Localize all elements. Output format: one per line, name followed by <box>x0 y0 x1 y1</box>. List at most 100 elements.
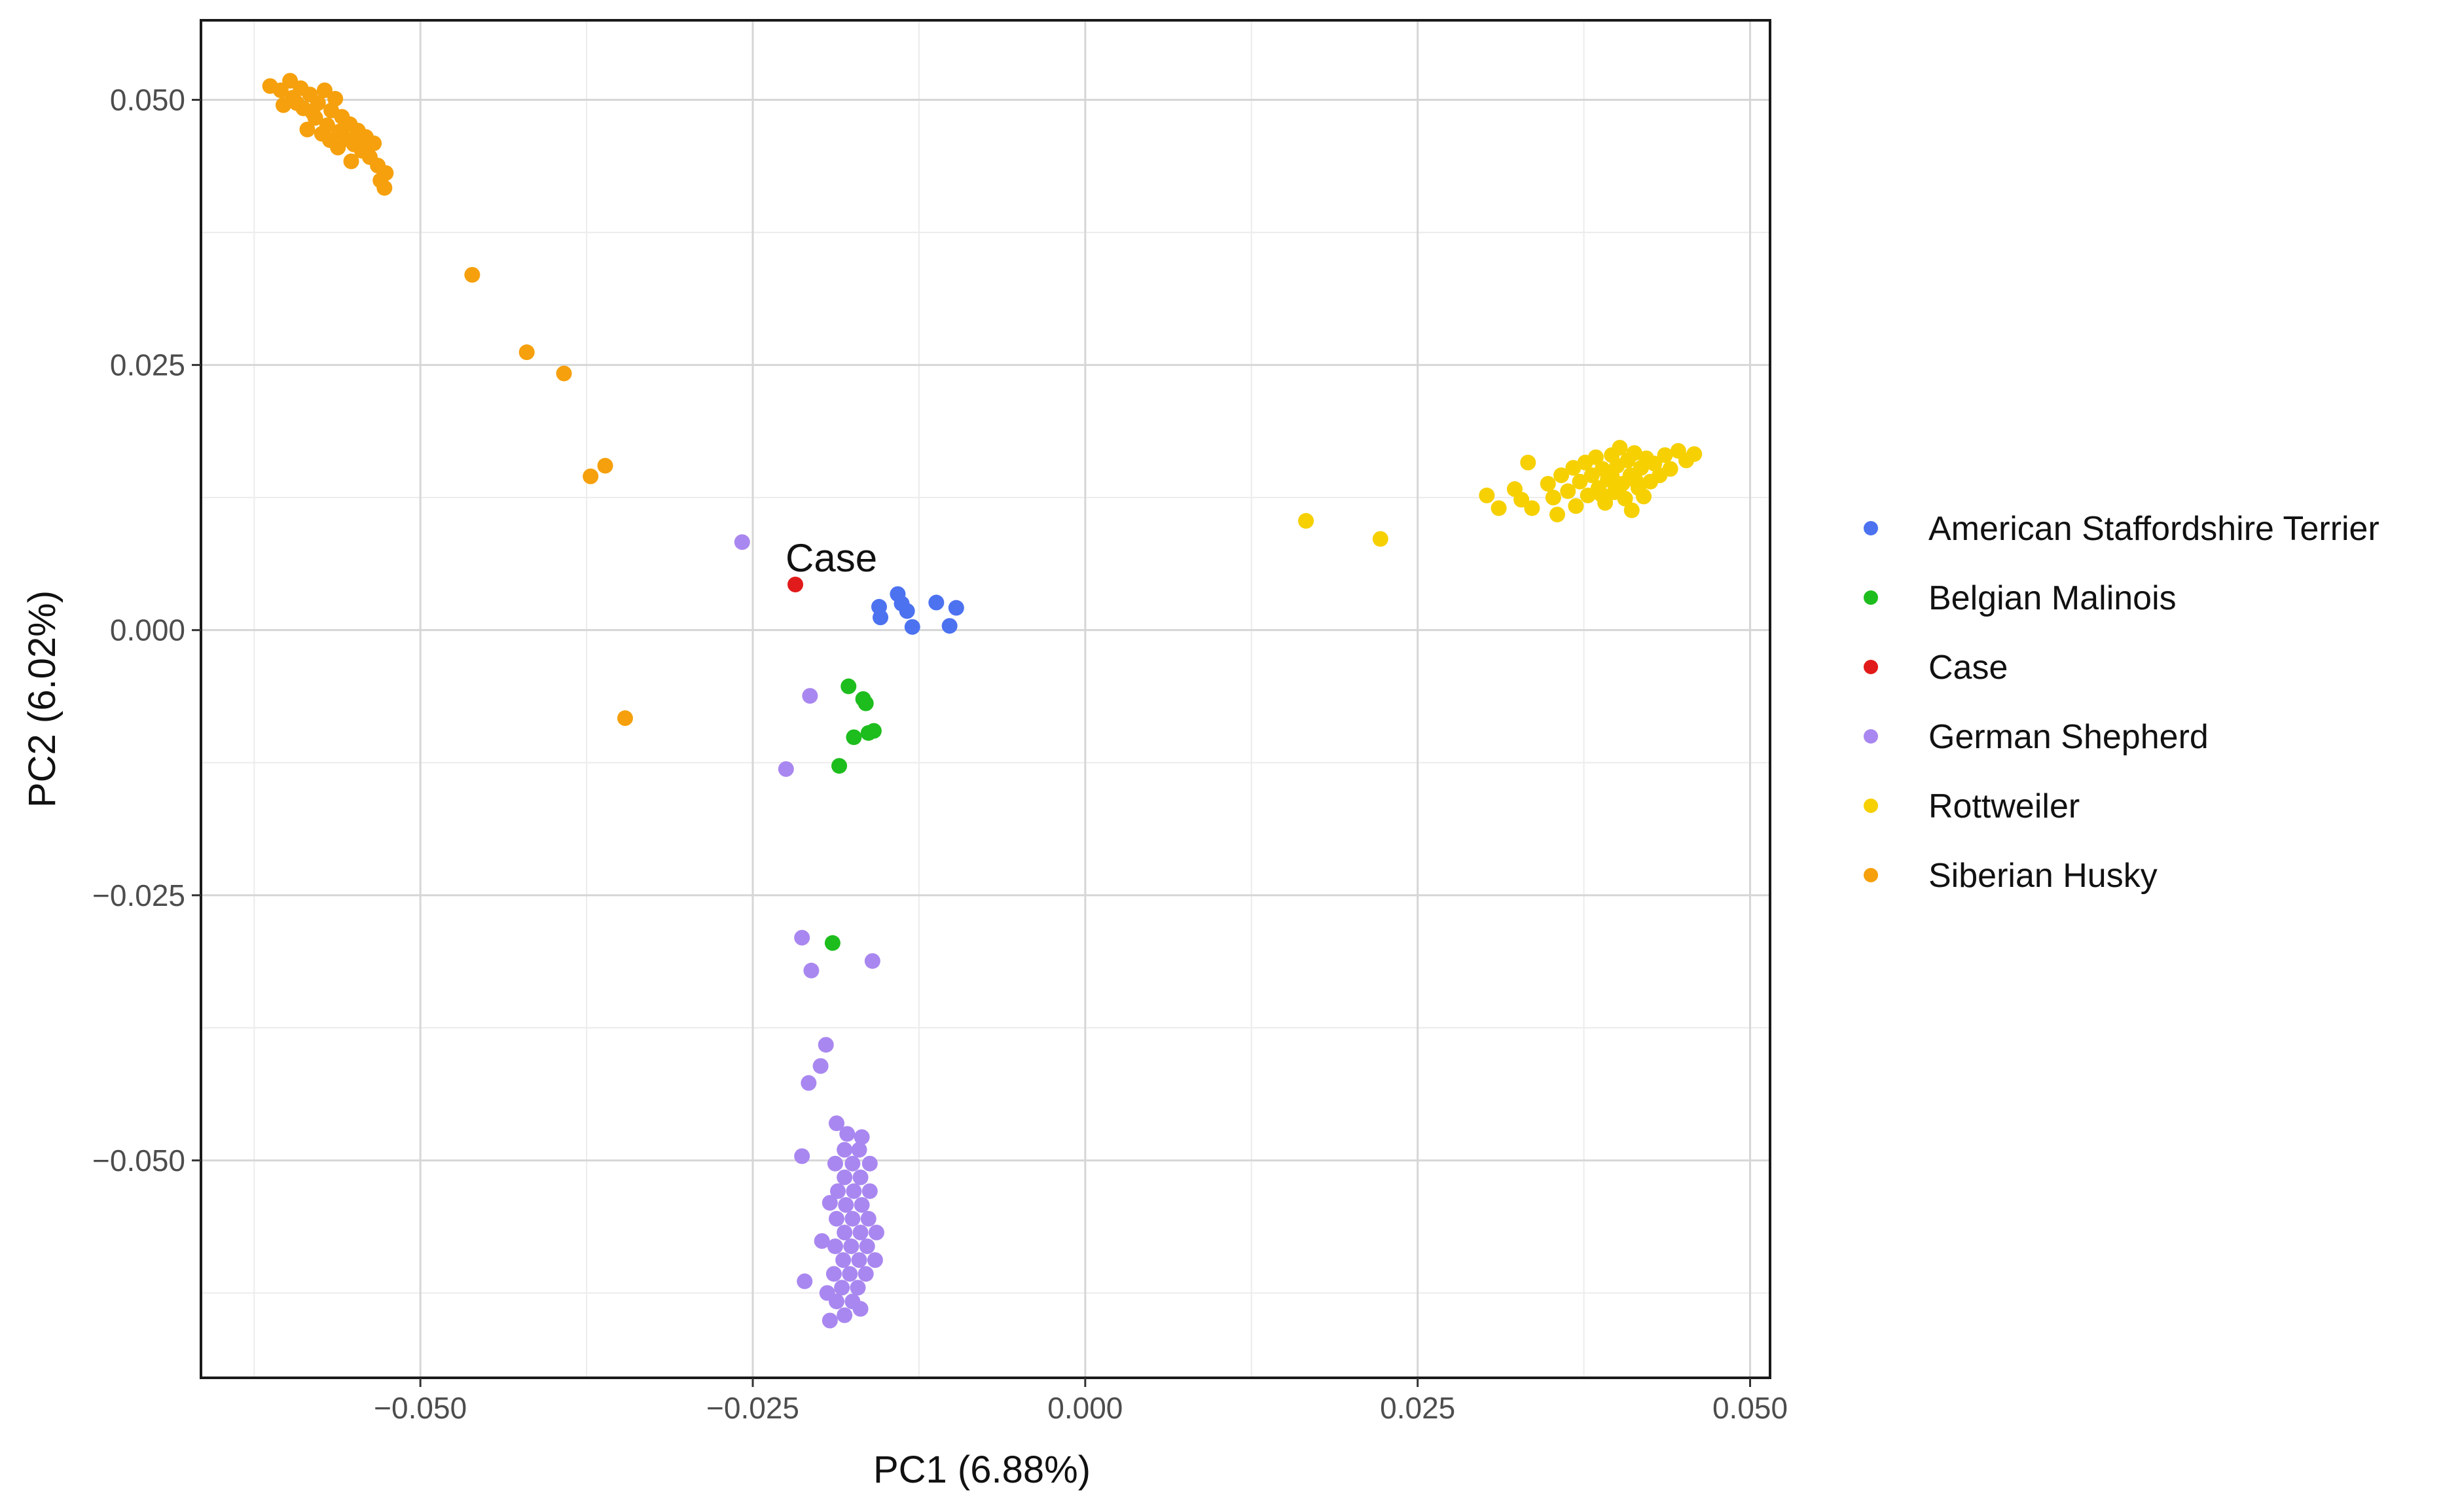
data-point <box>873 609 889 626</box>
data-point <box>844 1210 861 1227</box>
legend-key <box>1864 799 1878 813</box>
data-point <box>1298 513 1314 529</box>
data-point <box>1479 487 1495 503</box>
data-point <box>928 594 945 611</box>
data-point <box>1612 439 1628 456</box>
annotation-case: Case <box>786 536 877 580</box>
data-point <box>801 1075 817 1091</box>
data-point <box>1610 478 1627 495</box>
data-point <box>797 1273 813 1289</box>
data-point <box>858 1266 874 1282</box>
legend-key <box>1864 521 1878 535</box>
data-point <box>822 1195 838 1211</box>
data-point <box>327 90 344 107</box>
x-axis-title: PC1 (6.88%) <box>873 1449 1091 1491</box>
data-point <box>865 723 882 739</box>
data-point <box>819 1285 835 1301</box>
data-point <box>366 135 382 151</box>
series-case <box>787 577 804 593</box>
data-point <box>378 165 394 181</box>
legend-key <box>1864 868 1878 882</box>
data-point <box>860 1210 877 1227</box>
data-point <box>868 1225 884 1241</box>
data-point <box>778 761 794 777</box>
legend-key <box>1864 729 1878 744</box>
data-point <box>852 1225 869 1241</box>
data-point <box>1545 490 1561 506</box>
data-point <box>837 1142 853 1158</box>
data-point <box>1568 498 1584 514</box>
data-point <box>1560 483 1576 499</box>
data-point <box>322 132 338 149</box>
legend-key <box>1864 590 1878 605</box>
data-point <box>852 1301 869 1317</box>
data-point <box>864 953 880 969</box>
data-point <box>556 365 572 382</box>
data-point <box>299 121 316 137</box>
data-point <box>1627 473 1644 489</box>
legend-label: German Shepherd <box>1928 718 2209 756</box>
y-tick-label: 0.050 <box>110 83 185 117</box>
data-point <box>846 729 862 746</box>
y-axis-title: PC2 (6.02%) <box>21 590 63 808</box>
data-point <box>827 1238 843 1255</box>
data-point <box>899 603 915 619</box>
data-point <box>839 1126 856 1142</box>
data-point <box>794 1148 810 1164</box>
data-point <box>1636 488 1652 505</box>
data-point <box>583 468 599 484</box>
data-point <box>818 1037 834 1053</box>
data-point <box>376 180 393 196</box>
data-point <box>831 758 848 774</box>
data-point <box>844 1155 861 1172</box>
data-point <box>854 1197 870 1213</box>
data-point <box>827 1155 843 1172</box>
series-siberian-husky <box>262 73 634 727</box>
data-point <box>617 710 634 727</box>
y-tick-label: −0.025 <box>92 878 185 912</box>
data-point <box>1662 461 1678 477</box>
data-point <box>846 1183 862 1199</box>
data-point <box>1524 500 1540 516</box>
data-point <box>734 534 750 550</box>
grid-lines <box>201 20 1770 1378</box>
y-tick-label: 0.000 <box>110 613 185 647</box>
data-point <box>904 619 920 635</box>
data-point <box>948 600 964 616</box>
data-point <box>518 344 535 361</box>
data-point <box>794 929 810 946</box>
series-american-staffordshire-terrier <box>871 586 964 635</box>
axis-ticks: −0.050 −0.025 0.000 0.025 0.050 0.050 0.025 0.0… <box>92 83 1788 1425</box>
legend-key <box>1864 660 1878 674</box>
data-point <box>304 104 321 120</box>
data-point <box>289 95 305 111</box>
data-point <box>1565 459 1582 476</box>
data-point <box>841 678 857 694</box>
data-point <box>843 1238 859 1255</box>
data-point <box>343 153 359 170</box>
x-tick-label: −0.025 <box>706 1391 799 1425</box>
data-point <box>867 1252 883 1269</box>
data-point <box>837 1225 853 1241</box>
x-tick-label: −0.050 <box>374 1391 467 1425</box>
data-point <box>858 695 874 711</box>
data-point <box>803 962 820 979</box>
data-point <box>597 458 613 474</box>
data-point <box>1623 502 1640 518</box>
data-point <box>316 82 333 98</box>
data-point <box>1553 467 1570 484</box>
series-rottweiler <box>1298 439 1703 547</box>
data-point <box>838 1197 854 1213</box>
x-tick-label: 0.000 <box>1047 1391 1123 1425</box>
data-point <box>275 97 291 113</box>
data-point <box>851 1142 867 1158</box>
data-point <box>941 618 958 634</box>
data-point <box>1549 507 1565 523</box>
data-point <box>835 1252 852 1269</box>
legend-label: Rottweiler <box>1928 787 2080 825</box>
data-point <box>1520 454 1536 471</box>
data-point <box>828 1115 844 1132</box>
data-point <box>787 577 804 593</box>
